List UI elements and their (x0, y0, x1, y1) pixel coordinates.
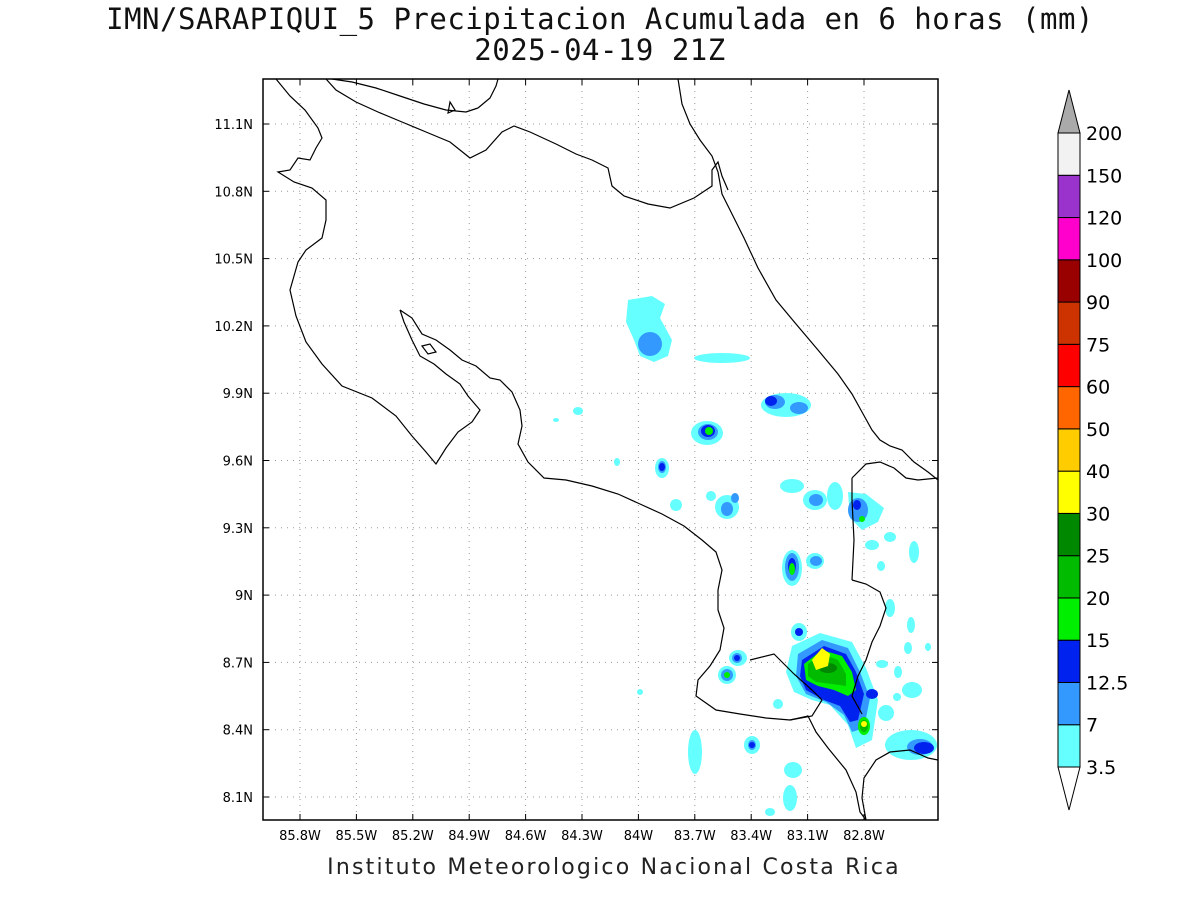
lat-tick-label: 10.2N (214, 320, 253, 335)
chart-title: IMN/SARAPIQUI_5 Precipitacion Acumulada … (106, 2, 1094, 36)
colorbar-label: 100 (1086, 250, 1122, 272)
lon-tick-label: 84W (624, 829, 654, 844)
colorbar-label: 20 (1086, 588, 1110, 610)
lat-tick-label: 10.8N (214, 185, 253, 200)
colorbar-under-triangle (1057, 766, 1081, 811)
lon-tick-label: 83.4W (730, 829, 772, 844)
colorbar-label: 3.5 (1086, 757, 1116, 779)
longitude-axis: 85.8W 85.5W 85.2W 84.9W 84.6W 84.3W 84W 83.7W 83… (279, 79, 885, 844)
colorbar-label: 90 (1086, 292, 1110, 314)
lon-tick-label: 85.5W (335, 829, 377, 844)
latitude-axis: 11.1N 10.8N 10.5N 10.2N 9.9N 9.6N 9.3N 9N 8.7N 8.… (214, 118, 938, 806)
colorbar-label: 7 (1086, 715, 1098, 737)
colorbar-label: 30 (1086, 503, 1110, 525)
colorbar-over-triangle (1057, 89, 1081, 134)
lon-tick-label: 84.6W (505, 829, 547, 844)
colorbar-swatch (1057, 470, 1081, 514)
lon-tick-label: 83.7W (674, 829, 716, 844)
colorbar-swatch (1057, 597, 1081, 641)
colorbar-label: 12.5 (1086, 672, 1128, 694)
coastlines-and-borders (275, 79, 938, 820)
colorbar-swatch (1057, 174, 1081, 219)
lat-tick-label: 8.4N (223, 724, 253, 739)
lat-tick-label: 11.1N (214, 118, 253, 133)
lon-tick-label: 85.8W (279, 829, 321, 844)
colorbar-label: 50 (1086, 419, 1110, 441)
colorbar-swatch (1057, 259, 1081, 303)
lon-tick-label: 85.2W (392, 829, 434, 844)
colorbar-label: 25 (1086, 546, 1110, 568)
footer-credit: Instituto Meteorologico Nacional Costa R… (327, 855, 901, 880)
colorbar-label: 15 (1086, 630, 1110, 652)
precipitation-field (553, 296, 937, 816)
chart-subtitle-date: 2025-04-19 21Z (474, 33, 726, 67)
lat-tick-label: 9.9N (223, 387, 253, 402)
colorbar-label: 150 (1086, 165, 1122, 187)
colorbar-label: 40 (1086, 461, 1110, 483)
lat-tick-label: 9.3N (223, 522, 253, 537)
lat-tick-label: 8.1N (223, 791, 253, 806)
colorbar-swatch (1057, 681, 1081, 726)
colorbar-swatch (1057, 428, 1081, 472)
colorbar-label: 200 (1086, 123, 1122, 145)
lon-tick-label: 83.1W (787, 829, 829, 844)
colorbar-swatch (1057, 555, 1081, 599)
colorbar-swatch (1057, 512, 1081, 557)
lon-tick-label: 84.9W (448, 829, 490, 844)
colorbar-label: 60 (1086, 377, 1110, 399)
colorbar-label: 120 (1086, 208, 1122, 230)
colorbar: 3.5 7 12.5 15 20 25 30 40 50 60 75 90 100 120 150 200 (1057, 89, 1128, 811)
colorbar-swatch (1057, 217, 1081, 261)
lon-tick-label: 84.3W (561, 829, 603, 844)
map-frame (262, 78, 939, 821)
colorbar-swatch (1057, 639, 1081, 683)
lon-tick-label: 82.8W (843, 829, 885, 844)
colorbar-swatch (1057, 132, 1081, 176)
lat-tick-label: 9.6N (223, 455, 253, 470)
lat-tick-label: 10.5N (214, 253, 253, 268)
colorbar-label: 75 (1086, 334, 1110, 356)
colorbar-swatch (1057, 386, 1081, 430)
lat-tick-label: 8.7N (223, 656, 253, 671)
colorbar-swatch (1057, 724, 1081, 768)
colorbar-swatch (1057, 343, 1081, 388)
precip-30mm (812, 648, 867, 727)
colorbar-swatch (1057, 301, 1081, 345)
lat-tick-label: 9N (235, 589, 253, 604)
